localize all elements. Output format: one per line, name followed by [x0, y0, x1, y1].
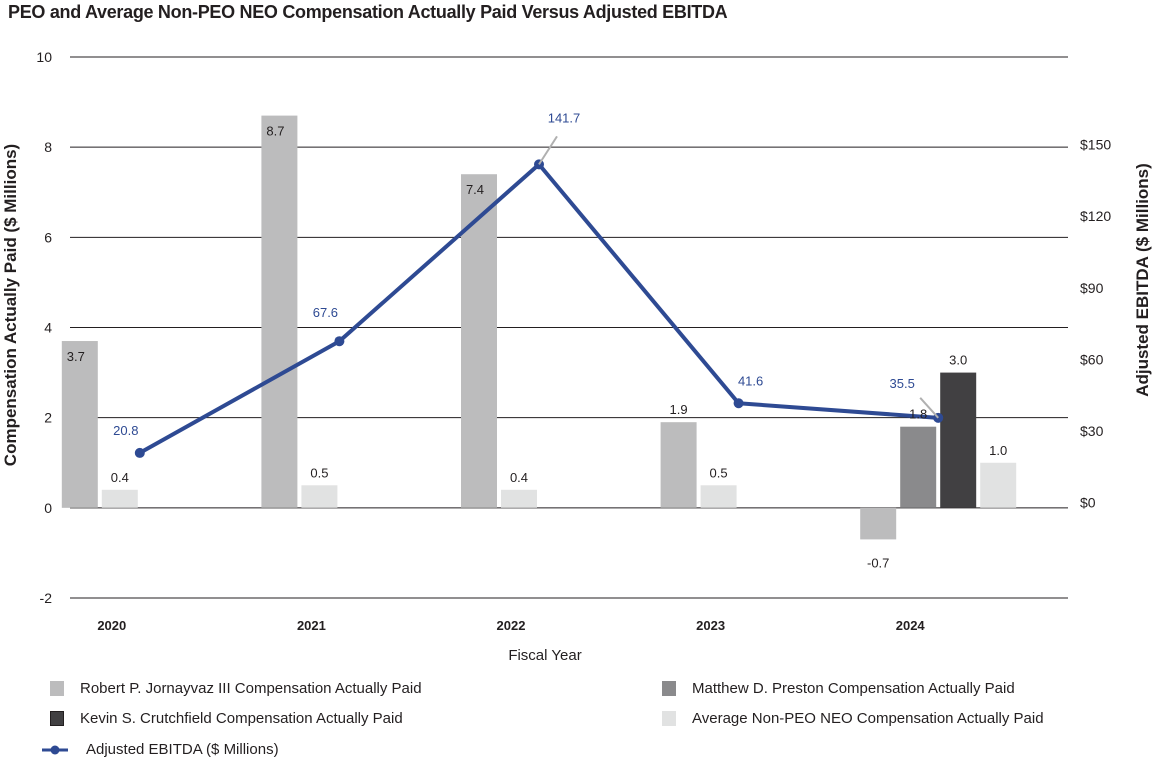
- bar: [660, 422, 697, 508]
- bar-data-label: 0.4: [510, 470, 528, 485]
- bar-data-label: 1.9: [670, 402, 688, 417]
- ebitda-data-label: 35.5: [890, 376, 915, 391]
- bar: [501, 489, 537, 508]
- bar: [940, 372, 977, 508]
- bar-data-label: 3.0: [949, 353, 967, 368]
- y2-axis-title: Adjusted EBITDA ($ Millions): [1133, 163, 1152, 397]
- bar-data-label: 7.4: [466, 182, 484, 197]
- bar: [700, 485, 737, 508]
- y-tick-label: 6: [44, 229, 52, 245]
- legend-swatch-average-neo: [662, 711, 676, 726]
- legend-label: Kevin S. Crutchfield Compensation Actual…: [80, 710, 403, 727]
- x-tick-label: 2024: [896, 618, 926, 633]
- bar: [461, 174, 497, 508]
- legend-item-jornayvaz: Robert P. Jornayvaz III Compensation Act…: [50, 680, 422, 697]
- ebitda-data-label: 67.6: [313, 305, 338, 320]
- leader-line: [919, 397, 939, 419]
- y2-tick-label: $0: [1080, 495, 1096, 511]
- y-tick-label: 0: [44, 500, 52, 516]
- bar: [980, 462, 1017, 508]
- ebitda-point: [334, 336, 345, 347]
- y-axis-title: Compensation Actually Paid ($ Millions): [1, 144, 20, 466]
- legend-swatch-jornayvaz: [50, 681, 64, 696]
- y-tick-label: 8: [44, 139, 52, 155]
- bar: [900, 426, 937, 508]
- bar-data-label: 0.5: [310, 465, 328, 480]
- legend-label: Average Non-PEO NEO Compensation Actuall…: [692, 710, 1044, 727]
- bars: [61, 115, 1017, 540]
- bar-data-label: 3.7: [67, 349, 85, 364]
- ebitda-data-label: 41.6: [738, 373, 763, 388]
- bar-data-label: 1.8: [909, 407, 927, 422]
- y2-tick-label: $120: [1080, 208, 1111, 224]
- data-labels: 3.7 0.4 8.7 0.5 7.4 0.4 1.9 0.5 -0.7 1.8 3.0 1.0 20.…: [67, 110, 1007, 570]
- ebitda-point: [733, 398, 744, 409]
- y2-tick-label: $150: [1080, 137, 1111, 153]
- bar-data-label: 1.0: [989, 443, 1007, 458]
- legend-label: Robert P. Jornayvaz III Compensation Act…: [80, 680, 422, 697]
- bar-data-label: 0.4: [111, 470, 129, 485]
- bar: [301, 485, 338, 508]
- y2-tick-label: $60: [1080, 351, 1104, 367]
- ebitda-data-label: 20.8: [113, 423, 138, 438]
- bar: [860, 507, 897, 540]
- leader-line: [538, 135, 558, 165]
- bar-data-label: 0.5: [710, 465, 728, 480]
- y-tick-label: 10: [36, 49, 52, 65]
- legend-item-average-neo: Average Non-PEO NEO Compensation Actuall…: [662, 710, 1044, 727]
- legend-item-preston: Matthew D. Preston Compensation Actually…: [662, 680, 1015, 697]
- legend-label: Matthew D. Preston Compensation Actually…: [692, 680, 1015, 697]
- legend-swatch-preston: [662, 681, 676, 696]
- bar-data-label: -0.7: [867, 555, 889, 570]
- gridlines: [70, 56, 1068, 599]
- chart-title: PEO and Average Non-PEO NEO Compensation…: [8, 2, 728, 22]
- legend-item-ebitda: Adjusted EBITDA ($ Millions): [42, 741, 279, 758]
- ebitda-line-path: [138, 162, 939, 455]
- x-tick-label: 2023: [696, 618, 725, 633]
- legend-label: Adjusted EBITDA ($ Millions): [86, 741, 279, 758]
- y2-tick-label: $90: [1080, 280, 1104, 296]
- x-tick-label: 2022: [497, 618, 526, 633]
- ebitda-line: [134, 135, 944, 458]
- bar: [261, 115, 298, 508]
- ebitda-data-label: 141.7: [548, 110, 581, 125]
- bar-data-label: 8.7: [266, 124, 284, 139]
- axes: -2 0 2 4 6 8 10 $0 $30 $60 $90 $120 $150 2020 2021 2022…: [36, 49, 1111, 633]
- ebitda-point: [134, 447, 145, 458]
- y-tick-label: 2: [44, 410, 52, 426]
- x-tick-label: 2021: [297, 618, 326, 633]
- x-axis-title: Fiscal Year: [508, 647, 581, 664]
- bar: [101, 489, 138, 508]
- x-tick-label: 2020: [97, 618, 126, 633]
- legend-line-marker-icon: [42, 745, 68, 754]
- legend-item-crutchfield: Kevin S. Crutchfield Compensation Actual…: [50, 710, 403, 727]
- legend-swatch-crutchfield: [50, 711, 64, 726]
- bar: [61, 341, 98, 508]
- y-tick-label: -2: [40, 590, 53, 606]
- y-tick-label: 4: [44, 320, 52, 336]
- y2-tick-label: $30: [1080, 423, 1104, 439]
